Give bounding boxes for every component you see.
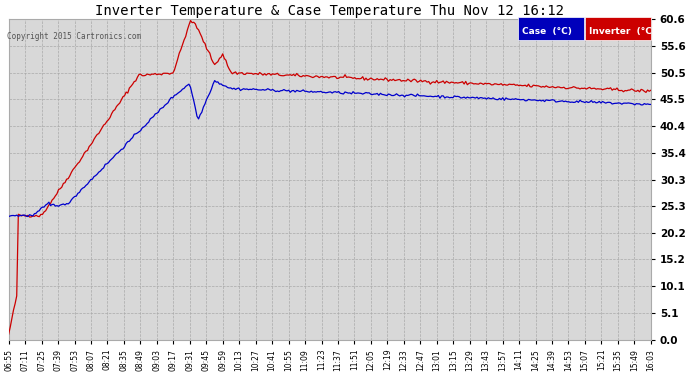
Text: Inverter  (°C): Inverter (°C) (589, 27, 655, 36)
Text: Case  (°C): Case (°C) (522, 27, 571, 36)
Text: Copyright 2015 Cartronics.com: Copyright 2015 Cartronics.com (7, 32, 141, 41)
Title: Inverter Temperature & Case Temperature Thu Nov 12 16:12: Inverter Temperature & Case Temperature … (95, 4, 564, 18)
